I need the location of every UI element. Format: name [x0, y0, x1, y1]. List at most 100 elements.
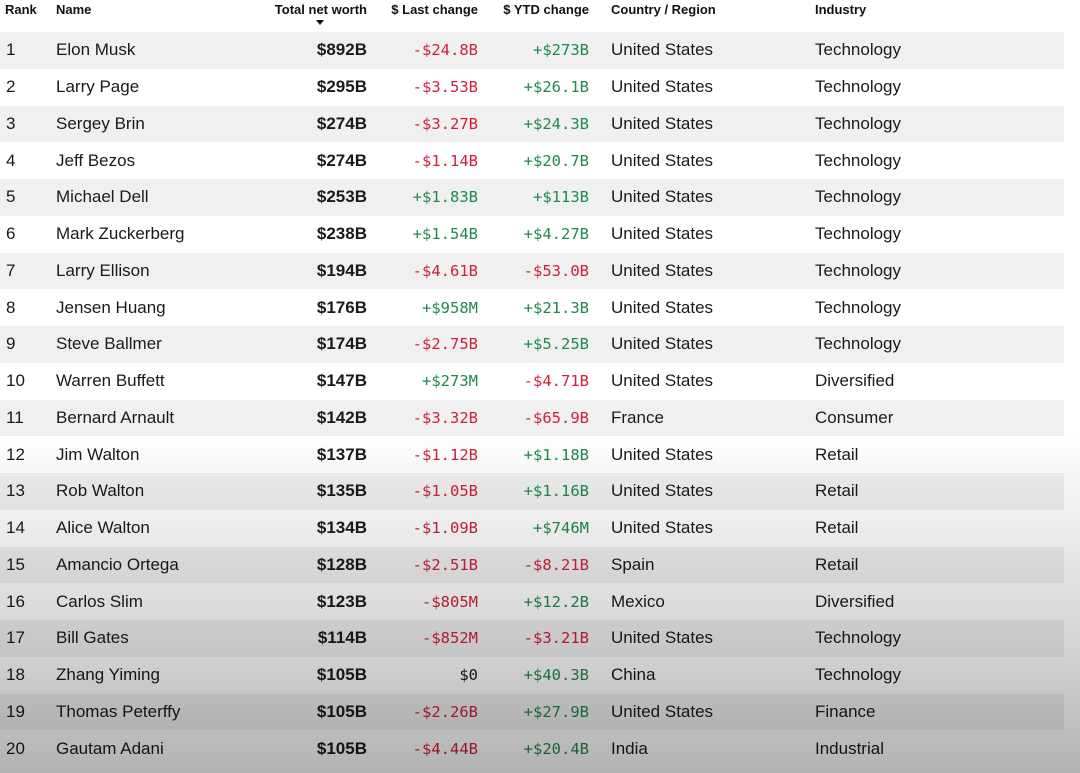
table-row[interactable]: 11 Bernard Arnault $142B -$3.32B -$65.9B Fran…: [0, 399, 1064, 437]
rank-cell: 16: [6, 591, 25, 611]
net-worth-cell: $105B: [316, 738, 367, 758]
rank-cell: 3: [6, 113, 16, 133]
last-change-cell: -$4.61B: [412, 261, 478, 280]
country-cell: United States: [611, 371, 714, 391]
column-header-name[interactable]: Name: [56, 2, 92, 17]
industry-cell: Technology: [815, 224, 902, 244]
name-cell[interactable]: Bill Gates: [56, 628, 129, 648]
table-row[interactable]: 10 Warren Buffett $147B +$273M -$4.71B United…: [0, 363, 1064, 400]
name-cell[interactable]: Larry Ellison: [56, 260, 150, 280]
name-cell[interactable]: Rob Walton: [56, 481, 145, 501]
name-cell[interactable]: Sergey Brin: [56, 113, 145, 133]
country-cell: China: [611, 665, 656, 685]
column-header-rank[interactable]: Rank: [5, 2, 37, 17]
ytd-change-cell: +$20.7B: [523, 151, 589, 170]
country-cell: United States: [611, 113, 714, 133]
industry-cell: Diversified: [815, 591, 895, 611]
table-row[interactable]: 4 Jeff Bezos $274B -$1.14B +$20.7B United Sta…: [0, 142, 1064, 179]
last-change-cell: -$1.12B: [412, 445, 478, 464]
name-cell[interactable]: Zhang Yiming: [56, 665, 160, 685]
table-row[interactable]: 5 Michael Dell $253B +$1.83B +$113B United St…: [0, 179, 1064, 216]
name-cell[interactable]: Larry Page: [56, 77, 140, 97]
ytd-change-cell: +$1.18B: [523, 445, 589, 464]
rank-cell: 10: [6, 371, 25, 391]
table-row[interactable]: 12 Jim Walton $137B -$1.12B +$1.18B United St…: [0, 436, 1064, 473]
sort-descending-icon[interactable]: [316, 20, 324, 25]
industry-cell: Technology: [815, 260, 902, 280]
column-header-country[interactable]: Country / Region: [611, 2, 716, 17]
name-cell[interactable]: Jeff Bezos: [56, 150, 136, 170]
name-cell[interactable]: Bernard Arnault: [56, 407, 175, 427]
ytd-change-cell: +$27.9B: [523, 702, 589, 721]
table-row[interactable]: 14 Alice Walton $134B -$1.09B +$746M United S…: [0, 510, 1064, 547]
last-change-cell: -$805M: [422, 592, 478, 611]
industry-cell: Technology: [815, 665, 902, 685]
country-cell: United States: [611, 260, 714, 280]
last-change-cell: -$1.05B: [412, 482, 478, 501]
name-cell[interactable]: Jensen Huang: [56, 297, 166, 317]
net-worth-cell: $123B: [316, 591, 367, 611]
name-cell[interactable]: Mark Zuckerberg: [56, 224, 185, 244]
name-cell[interactable]: Thomas Peterffy: [56, 701, 181, 721]
table-row[interactable]: 20 Gautam Adani $105B -$4.44B +$20.4B India In…: [0, 730, 1064, 767]
net-worth-cell: $176B: [316, 297, 367, 317]
industry-cell: Technology: [815, 628, 902, 648]
table-row[interactable]: 19 Thomas Peterffy $105B -$2.26B +$27.9B Unit…: [0, 693, 1064, 731]
table-row[interactable]: 6 Mark Zuckerberg $238B +$1.54B +$4.27B Unite…: [0, 216, 1064, 253]
name-cell[interactable]: Steve Ballmer: [56, 334, 162, 354]
ytd-change-cell: +$1.16B: [523, 482, 589, 501]
industry-cell: Technology: [815, 113, 902, 133]
rank-cell: 9: [6, 334, 16, 354]
industry-cell: Technology: [815, 187, 902, 207]
name-cell[interactable]: Warren Buffett: [56, 371, 165, 391]
name-cell[interactable]: Michael Dell: [56, 187, 149, 207]
table-row[interactable]: 15 Amancio Ortega $128B -$2.51B -$8.21B Spain…: [0, 546, 1064, 584]
table-row[interactable]: 7 Larry Ellison $194B -$4.61B -$53.0B United …: [0, 252, 1064, 290]
name-cell[interactable]: Alice Walton: [56, 518, 150, 538]
last-change-cell: -$3.32B: [412, 408, 478, 427]
table-row[interactable]: 18 Zhang Yiming $105B $0 +$40.3B China Technol…: [0, 657, 1064, 694]
rank-cell: 7: [6, 260, 16, 280]
country-cell: United States: [611, 187, 714, 207]
industry-cell: Consumer: [815, 407, 894, 427]
table-row[interactable]: 1 Elon Musk $892B -$24.8B +$273B United State…: [0, 32, 1064, 69]
table-row[interactable]: 8 Jensen Huang $176B +$958M +$21.3B United St…: [0, 289, 1064, 326]
name-cell[interactable]: Amancio Ortega: [56, 554, 179, 574]
ytd-change-cell: +$113B: [533, 188, 589, 207]
net-worth-cell: $295B: [316, 77, 367, 97]
industry-cell: Technology: [815, 40, 902, 60]
net-worth-cell: $135B: [316, 481, 367, 501]
last-change-cell: -$24.8B: [412, 41, 478, 60]
column-header-last-change[interactable]: $ Last change: [391, 2, 478, 17]
last-change-cell: -$852M: [422, 629, 478, 648]
name-cell[interactable]: Elon Musk: [56, 40, 136, 60]
industry-cell: Industrial: [815, 738, 884, 758]
ytd-change-cell: +$40.3B: [523, 666, 589, 685]
rank-cell: 4: [6, 150, 16, 170]
table-row[interactable]: 16 Carlos Slim $123B -$805M +$12.2B Mexico Div…: [0, 583, 1064, 620]
ytd-change-cell: +$26.1B: [523, 78, 589, 97]
column-header-industry[interactable]: Industry: [815, 2, 867, 17]
last-change-cell: +$1.54B: [412, 225, 478, 244]
last-change-cell: -$2.51B: [412, 555, 478, 574]
name-cell[interactable]: Gautam Adani: [56, 738, 164, 758]
name-cell[interactable]: Jim Walton: [56, 444, 140, 464]
table-row[interactable]: 9 Steve Ballmer $174B -$2.75B +$5.25B United …: [0, 326, 1064, 363]
ytd-change-cell: -$53.0B: [523, 261, 589, 280]
table-row[interactable]: 2 Larry Page $295B -$3.53B +$26.1B United Sta…: [0, 69, 1064, 106]
ytd-change-cell: +$24.3B: [523, 114, 589, 133]
country-cell: United States: [611, 224, 714, 244]
last-change-cell: -$1.09B: [412, 519, 478, 538]
industry-cell: Retail: [815, 554, 859, 574]
column-header-ytd-change[interactable]: $ YTD change: [503, 2, 589, 17]
ytd-change-cell: +$12.2B: [523, 592, 589, 611]
table-row[interactable]: 3 Sergey Brin $274B -$3.27B +$24.3B United St…: [0, 105, 1064, 143]
column-header-net-worth[interactable]: Total net worth: [274, 2, 367, 17]
rank-cell: 14: [6, 518, 25, 538]
name-cell[interactable]: Carlos Slim: [56, 591, 143, 611]
table-row[interactable]: 13 Rob Walton $135B -$1.05B +$1.16B United St…: [0, 473, 1064, 510]
rank-cell: 13: [6, 481, 25, 501]
industry-cell: Technology: [815, 334, 902, 354]
table-row[interactable]: 17 Bill Gates $114B -$852M -$3.21B United Sta…: [0, 620, 1064, 657]
ytd-change-cell: +$5.25B: [523, 335, 589, 354]
